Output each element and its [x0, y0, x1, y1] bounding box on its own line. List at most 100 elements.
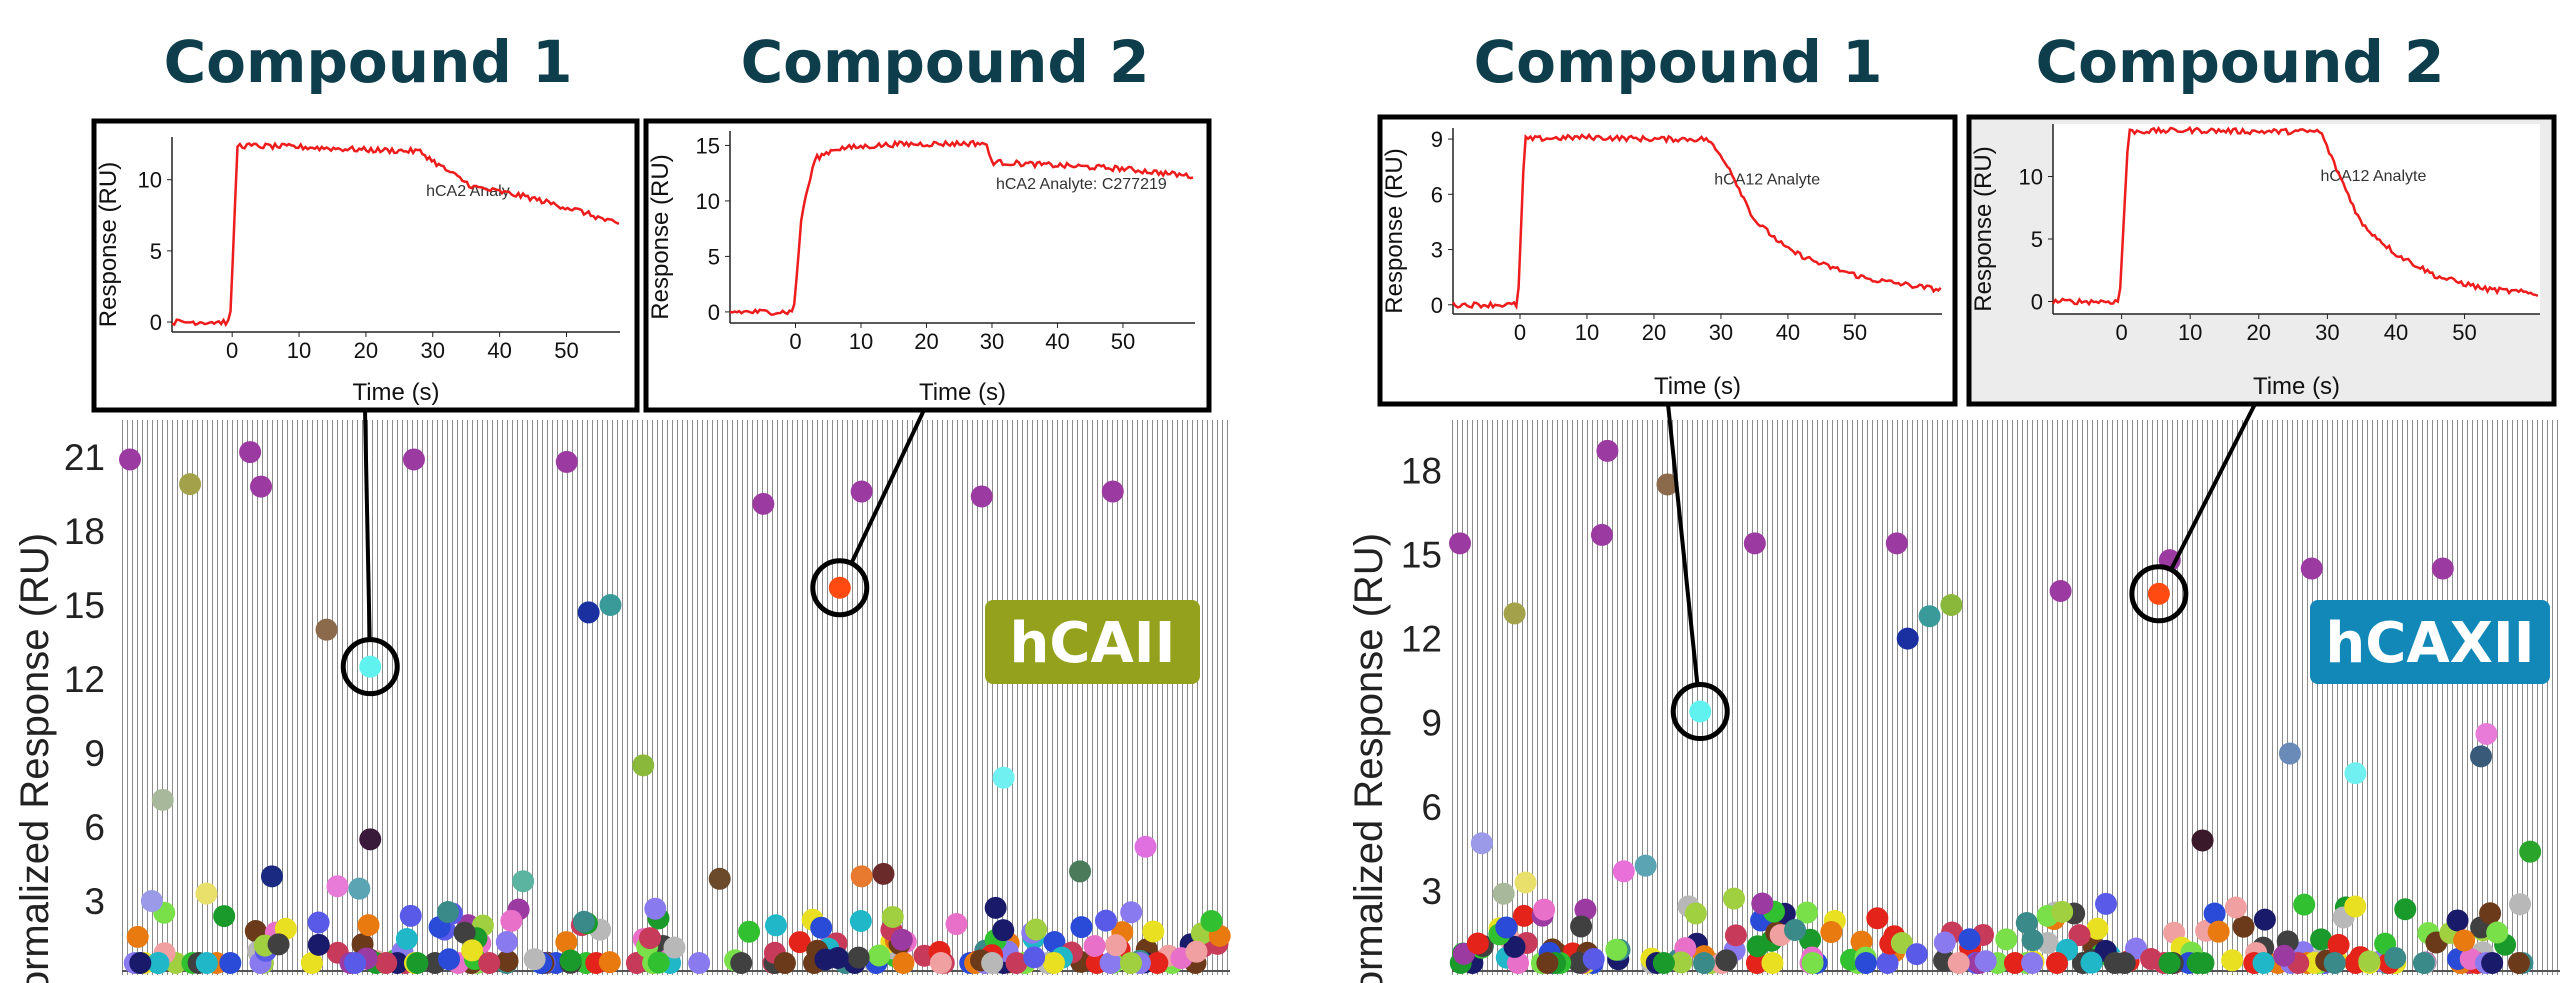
inset-x-tick-label: 50: [2452, 320, 2476, 345]
data-point: [2203, 902, 2226, 925]
scatter-panel-2: 3 6 9 12 15 18 Normalized Response (RU) hCAXII: [1347, 420, 2560, 983]
data-point: [663, 936, 686, 959]
data-point: [1146, 952, 1169, 974]
inset-y-tick-label: 3: [1431, 238, 1443, 263]
inset-y-axis-label: Response (RU): [647, 154, 674, 319]
data-point: [984, 896, 1007, 919]
data-point: [1449, 532, 1471, 555]
data-point: [2412, 952, 2435, 974]
y-tick-label: 18: [1401, 450, 1442, 491]
data-point: [1784, 918, 1807, 941]
inset-x-axis-label: Time (s): [352, 379, 439, 406]
data-point: [1119, 952, 1142, 974]
data-point: [2470, 745, 2493, 768]
data-point: [195, 882, 218, 905]
header-compound-2-right: Compound 2: [2036, 28, 2445, 96]
data-point: [730, 952, 753, 974]
data-point: [2344, 895, 2367, 918]
inset-x-tick-label: 10: [287, 338, 311, 363]
data-point: [2507, 952, 2530, 974]
inset-y-axis-label: Response (RU): [95, 162, 122, 327]
data-point: [1605, 938, 1628, 961]
inset-y-tick-label: 10: [2019, 165, 2043, 190]
data-point: [1958, 928, 1981, 951]
data-point: [847, 946, 870, 969]
data-point: [2310, 928, 2333, 951]
data-point: [1134, 835, 1157, 858]
data-point: [1533, 898, 1556, 921]
data-point: [2344, 762, 2367, 785]
data-point: [1652, 952, 1675, 974]
data-point: [1724, 924, 1747, 947]
data-point: [1820, 921, 1843, 944]
data-point: [2080, 951, 2103, 974]
data-point: [555, 450, 578, 473]
isoform-badge: [2310, 600, 2550, 684]
inset-x-tick-label: 0: [789, 329, 801, 354]
inset-y-tick-label: 9: [1431, 127, 1443, 152]
header-compound-1-left: Compound 1: [164, 28, 573, 96]
data-point: [2384, 946, 2407, 969]
data-point: [559, 949, 582, 972]
data-point: [872, 862, 895, 885]
data-point: [1200, 909, 1223, 932]
data-point: [406, 952, 429, 974]
inset-sensorgram-line: [171, 141, 620, 328]
data-point: [1684, 902, 1707, 925]
data-point: [647, 951, 670, 974]
data-point: [1876, 952, 1899, 974]
inset-y-axis-label: Response (RU): [1970, 146, 1997, 311]
inset-x-tick-label: 30: [421, 338, 445, 363]
bottom-point-cluster: [123, 896, 1231, 974]
data-point: [1751, 892, 1774, 915]
data-point: [814, 948, 837, 971]
data-point: [688, 952, 711, 974]
data-point: [1094, 909, 1117, 932]
isoform-badge-label: hCAXII: [2325, 611, 2534, 676]
isoform-badge: [985, 600, 1200, 684]
data-point: [2015, 911, 2038, 934]
data-point: [126, 925, 149, 948]
callout-lines: [363, 403, 2257, 685]
data-point: [555, 931, 578, 954]
data-point: [2113, 952, 2136, 974]
data-point: [1656, 473, 1679, 496]
data-point: [1503, 935, 1526, 958]
data-point: [2293, 893, 2316, 916]
inset-y-tick-label: 10: [138, 168, 162, 193]
data-point: [773, 952, 796, 974]
y-tick-label: 15: [64, 585, 105, 626]
y-tick-label: 21: [64, 437, 105, 478]
highlight-ring-compound-2: [2129, 564, 2189, 624]
data-point: [357, 914, 380, 937]
data-point: [1761, 952, 1784, 974]
inset-x-tick-label: 20: [2247, 320, 2271, 345]
data-point: [1885, 532, 1908, 555]
isoform-badge-label: hCAII: [1010, 611, 1176, 676]
data-point: [1905, 943, 1928, 966]
scatter-layer: 3 6 9 12 15 18 21 Normalized Response (RU) hCAII…: [13, 420, 2560, 983]
data-point: [2446, 909, 2469, 932]
inset-x-tick-label: 50: [1843, 320, 1867, 345]
data-point: [2327, 933, 2350, 956]
data-point: [1974, 950, 1997, 973]
inset-sensorgram-line: [2051, 125, 2539, 307]
data-point: [496, 950, 519, 973]
data-point: [2273, 944, 2296, 967]
data-point: [970, 485, 993, 508]
data-point: [523, 948, 546, 971]
data-point: [239, 441, 262, 464]
inset-y-tick-label: 5: [708, 244, 720, 269]
y-tick-label: 15: [1401, 535, 1442, 576]
data-point: [1070, 916, 1093, 939]
data-point: [2479, 902, 2502, 925]
data-point: [1940, 594, 1963, 616]
data-point: [1995, 928, 2018, 951]
data-point: [752, 492, 775, 515]
callout-line-4: [2169, 403, 2257, 571]
data-point: [436, 901, 459, 924]
data-point: [213, 905, 236, 928]
data-point: [129, 952, 152, 974]
data-point: [1142, 920, 1165, 943]
data-point: [1023, 946, 1046, 969]
